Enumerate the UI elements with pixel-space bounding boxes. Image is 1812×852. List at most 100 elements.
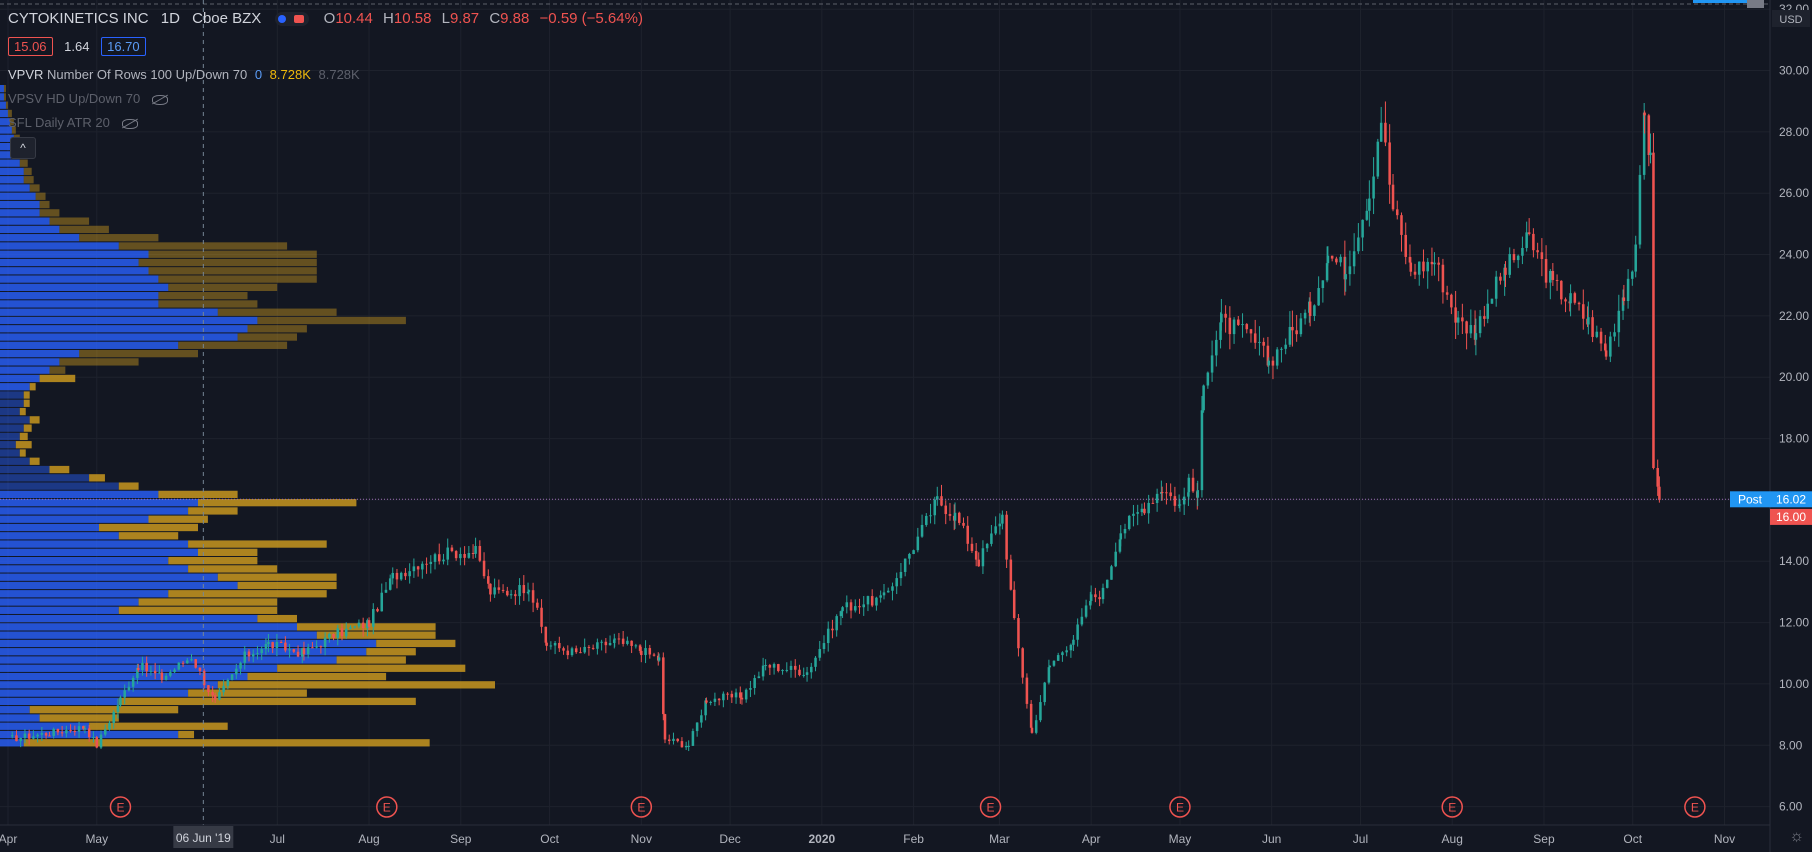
candle-body: [540, 607, 543, 627]
volume-profile-up-bar: [0, 465, 50, 474]
candle-body: [279, 642, 283, 644]
volume-profile-up-bar: [0, 192, 36, 200]
candle-body: [1025, 677, 1029, 704]
candle-body: [695, 722, 699, 732]
open-value: 10.44: [335, 10, 373, 27]
collapse-legend-button[interactable]: ^: [10, 137, 36, 159]
symbol-name[interactable]: CYTOKINETICS INC: [8, 10, 149, 27]
candle-body: [1512, 254, 1516, 261]
candle-body: [149, 670, 153, 672]
candle-body: [757, 676, 761, 679]
vpvr-name: VPVR: [8, 67, 44, 82]
candle-body: [471, 552, 475, 554]
candle-body: [1219, 322, 1222, 340]
x-tick-label: Aug: [1442, 832, 1463, 846]
candle-body: [235, 668, 238, 675]
candle-body: [1220, 313, 1223, 323]
candle-body: [891, 586, 894, 591]
candle-body: [761, 665, 765, 677]
candle-body: [527, 590, 531, 592]
volume-profile-down-bar: [89, 722, 228, 730]
volume-profile-down-bar: [15, 441, 32, 449]
candle-body: [463, 553, 466, 558]
candle-body: [1508, 254, 1511, 275]
hidden-eye-icon[interactable]: [121, 118, 138, 129]
candle-body: [1582, 304, 1585, 319]
candle-body: [1009, 559, 1013, 590]
volume-profile-up-bar: [0, 134, 14, 142]
candle-body: [27, 733, 31, 739]
candle-body: [1317, 288, 1320, 306]
earnings-circle: [1684, 796, 1706, 818]
candle-body: [1098, 597, 1101, 600]
hidden-eye-icon[interactable]: [151, 94, 168, 105]
volume-profile-up-bar: [0, 474, 90, 482]
candle-body: [1621, 297, 1625, 311]
ask-button[interactable]: 16.70: [101, 37, 146, 56]
low-label: L: [441, 10, 450, 27]
candle-body: [271, 642, 274, 649]
volume-profile-up-bar: [0, 523, 99, 532]
candle-body: [1613, 332, 1616, 337]
volume-profile-down-bar: [39, 374, 76, 383]
candle-body: [1288, 326, 1292, 345]
candle-body: [882, 592, 886, 596]
candle-body: [1604, 343, 1607, 351]
candle-body: [1564, 299, 1567, 302]
candle-body: [302, 648, 306, 655]
candle-body: [177, 662, 181, 670]
candle-body: [141, 662, 144, 671]
volume-profile-up-bar: [0, 209, 40, 217]
candle-body: [1048, 665, 1051, 668]
candle-body: [1021, 648, 1024, 678]
candle-body: [1433, 262, 1436, 265]
volume-profile-down-bar: [35, 192, 46, 200]
earnings-label: E: [1176, 801, 1184, 815]
candle-body: [810, 666, 813, 673]
indicator-atr[interactable]: SFL Daily ATR 20: [8, 115, 138, 130]
candle-body: [1165, 492, 1168, 494]
candle-body: [1039, 702, 1042, 721]
bid-button[interactable]: 15.06: [8, 37, 53, 56]
candle-body: [1147, 502, 1150, 514]
candle-body: [536, 602, 539, 608]
candle-body: [127, 686, 131, 691]
candle-body: [506, 590, 509, 596]
candle-body: [1258, 341, 1261, 343]
volume-profile-up-bar: [0, 308, 218, 316]
exchange-label: Cboe BZX: [192, 10, 262, 27]
candle-body: [1326, 255, 1330, 264]
candle-body: [908, 553, 911, 559]
candle-body: [1617, 310, 1621, 333]
earnings-label: E: [116, 801, 124, 815]
x-tick-label: May: [1169, 832, 1192, 846]
x-tick-label: Feb: [903, 832, 924, 846]
currency-label: USD: [1779, 14, 1802, 26]
candle-body: [425, 563, 428, 565]
candle-body: [640, 650, 643, 656]
candle-body: [173, 669, 176, 673]
candle-body: [1408, 256, 1412, 263]
candle-body: [1591, 317, 1594, 337]
interval-label[interactable]: 1D: [160, 10, 180, 27]
indicator-vpsv[interactable]: VPSV HD Up/Down 70: [8, 91, 168, 106]
crosshair-date-box: [173, 826, 234, 848]
market-status-icon[interactable]: [275, 12, 310, 27]
candle-body: [558, 642, 561, 649]
volume-profile-down-bar: [217, 308, 337, 316]
gear-icon[interactable]: ☼: [1789, 828, 1804, 845]
x-tick-label: Sep: [450, 832, 472, 846]
volume-profile-up-bar: [0, 391, 24, 399]
earnings-label: E: [1691, 801, 1699, 815]
indicator-vpvr[interactable]: VPVR Number Of Rows 100 Up/Down 70 0 8.7…: [8, 67, 360, 82]
volume-profile-down-bar: [277, 664, 466, 672]
candle-body: [213, 695, 217, 700]
candle-body: [974, 550, 978, 560]
volume-profile-down-bar: [3, 93, 6, 101]
earnings-marker: E: [109, 796, 132, 818]
candle-body: [1101, 587, 1105, 600]
post-value: 16.02: [1776, 492, 1806, 506]
candle-body: [1631, 271, 1634, 279]
candle-body: [1626, 278, 1630, 301]
